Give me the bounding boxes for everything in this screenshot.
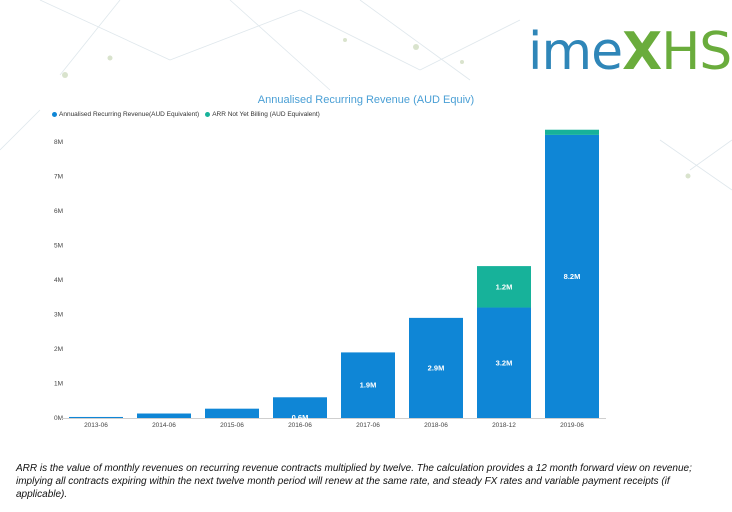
legend-swatch-arr xyxy=(52,112,57,117)
bar-segment-arr xyxy=(545,134,599,418)
y-tick-label: 7M xyxy=(54,173,63,180)
logo-text-hs: HS xyxy=(661,22,732,82)
y-tick-label: 5M xyxy=(54,242,63,249)
bar-segment-not-yet-billing xyxy=(477,266,531,308)
bar-segment-not-yet-billing xyxy=(545,129,599,135)
y-tick-label: 8M xyxy=(54,139,63,146)
bar-segment-arr xyxy=(273,397,327,418)
x-tick-label: 2019-06 xyxy=(560,422,584,429)
chart-title: Annualised Recurring Revenue (AUD Equiv) xyxy=(257,94,475,106)
x-tick-label: 2017-06 xyxy=(356,422,380,429)
data-label: 2.9M xyxy=(428,363,445,372)
data-label: 1.2M xyxy=(496,282,513,291)
legend-item-arr: Annualised Recurring Revenue(AUD Equival… xyxy=(52,111,199,118)
bar-segment-arr xyxy=(137,413,191,418)
chart-legend: Annualised Recurring Revenue(AUD Equival… xyxy=(52,111,320,118)
stacked-bar-chart: 0M 1M 2M 3M 4M 5M 6M 7M 8M 2013-06 2014-06 2015-06 0… xyxy=(54,129,606,429)
legend-item-not-yet-billing: ARR Not Yet Billing (AUD Equivalent) xyxy=(205,111,320,118)
x-tick-label: 2013-06 xyxy=(84,422,108,429)
y-tick-label: 4M xyxy=(54,277,63,284)
logo-text-ime: ime xyxy=(528,22,623,82)
bar-segment-arr xyxy=(69,416,123,418)
data-label: 1.9M xyxy=(360,381,377,390)
x-tick-label: 2018-12 xyxy=(492,422,516,429)
x-tick-label: 2014-06 xyxy=(152,422,176,429)
y-tick-label: 1M xyxy=(54,380,63,387)
bar-segment-arr xyxy=(409,317,463,418)
legend-label-not-yet-billing: ARR Not Yet Billing (AUD Equivalent) xyxy=(212,111,320,118)
y-tick-label: 3M xyxy=(54,311,63,318)
bar-segment-arr xyxy=(341,352,395,418)
data-label: 8.2M xyxy=(564,272,581,281)
legend-label-arr: Annualised Recurring Revenue(AUD Equival… xyxy=(59,111,200,118)
bar-segment-arr xyxy=(477,307,531,418)
data-label: 3.2M xyxy=(496,358,513,367)
y-tick-label: 0M xyxy=(54,415,63,422)
x-tick-label: 2015-06 xyxy=(220,422,244,429)
bar-segment-arr xyxy=(205,408,259,418)
legend-swatch-not-yet-billing xyxy=(205,112,211,117)
logo-text-x: X xyxy=(622,22,662,82)
y-tick-label: 2M xyxy=(54,346,63,353)
footnote: ARR is the value of monthly revenues on … xyxy=(16,463,692,500)
x-tick-label: 2018-06 xyxy=(424,422,448,429)
imexhs-logo: imeXHS xyxy=(528,26,732,78)
y-tick-label: 6M xyxy=(54,208,63,215)
x-tick-label: 2016-06 xyxy=(288,422,312,429)
data-label: 0.6M xyxy=(292,413,309,422)
